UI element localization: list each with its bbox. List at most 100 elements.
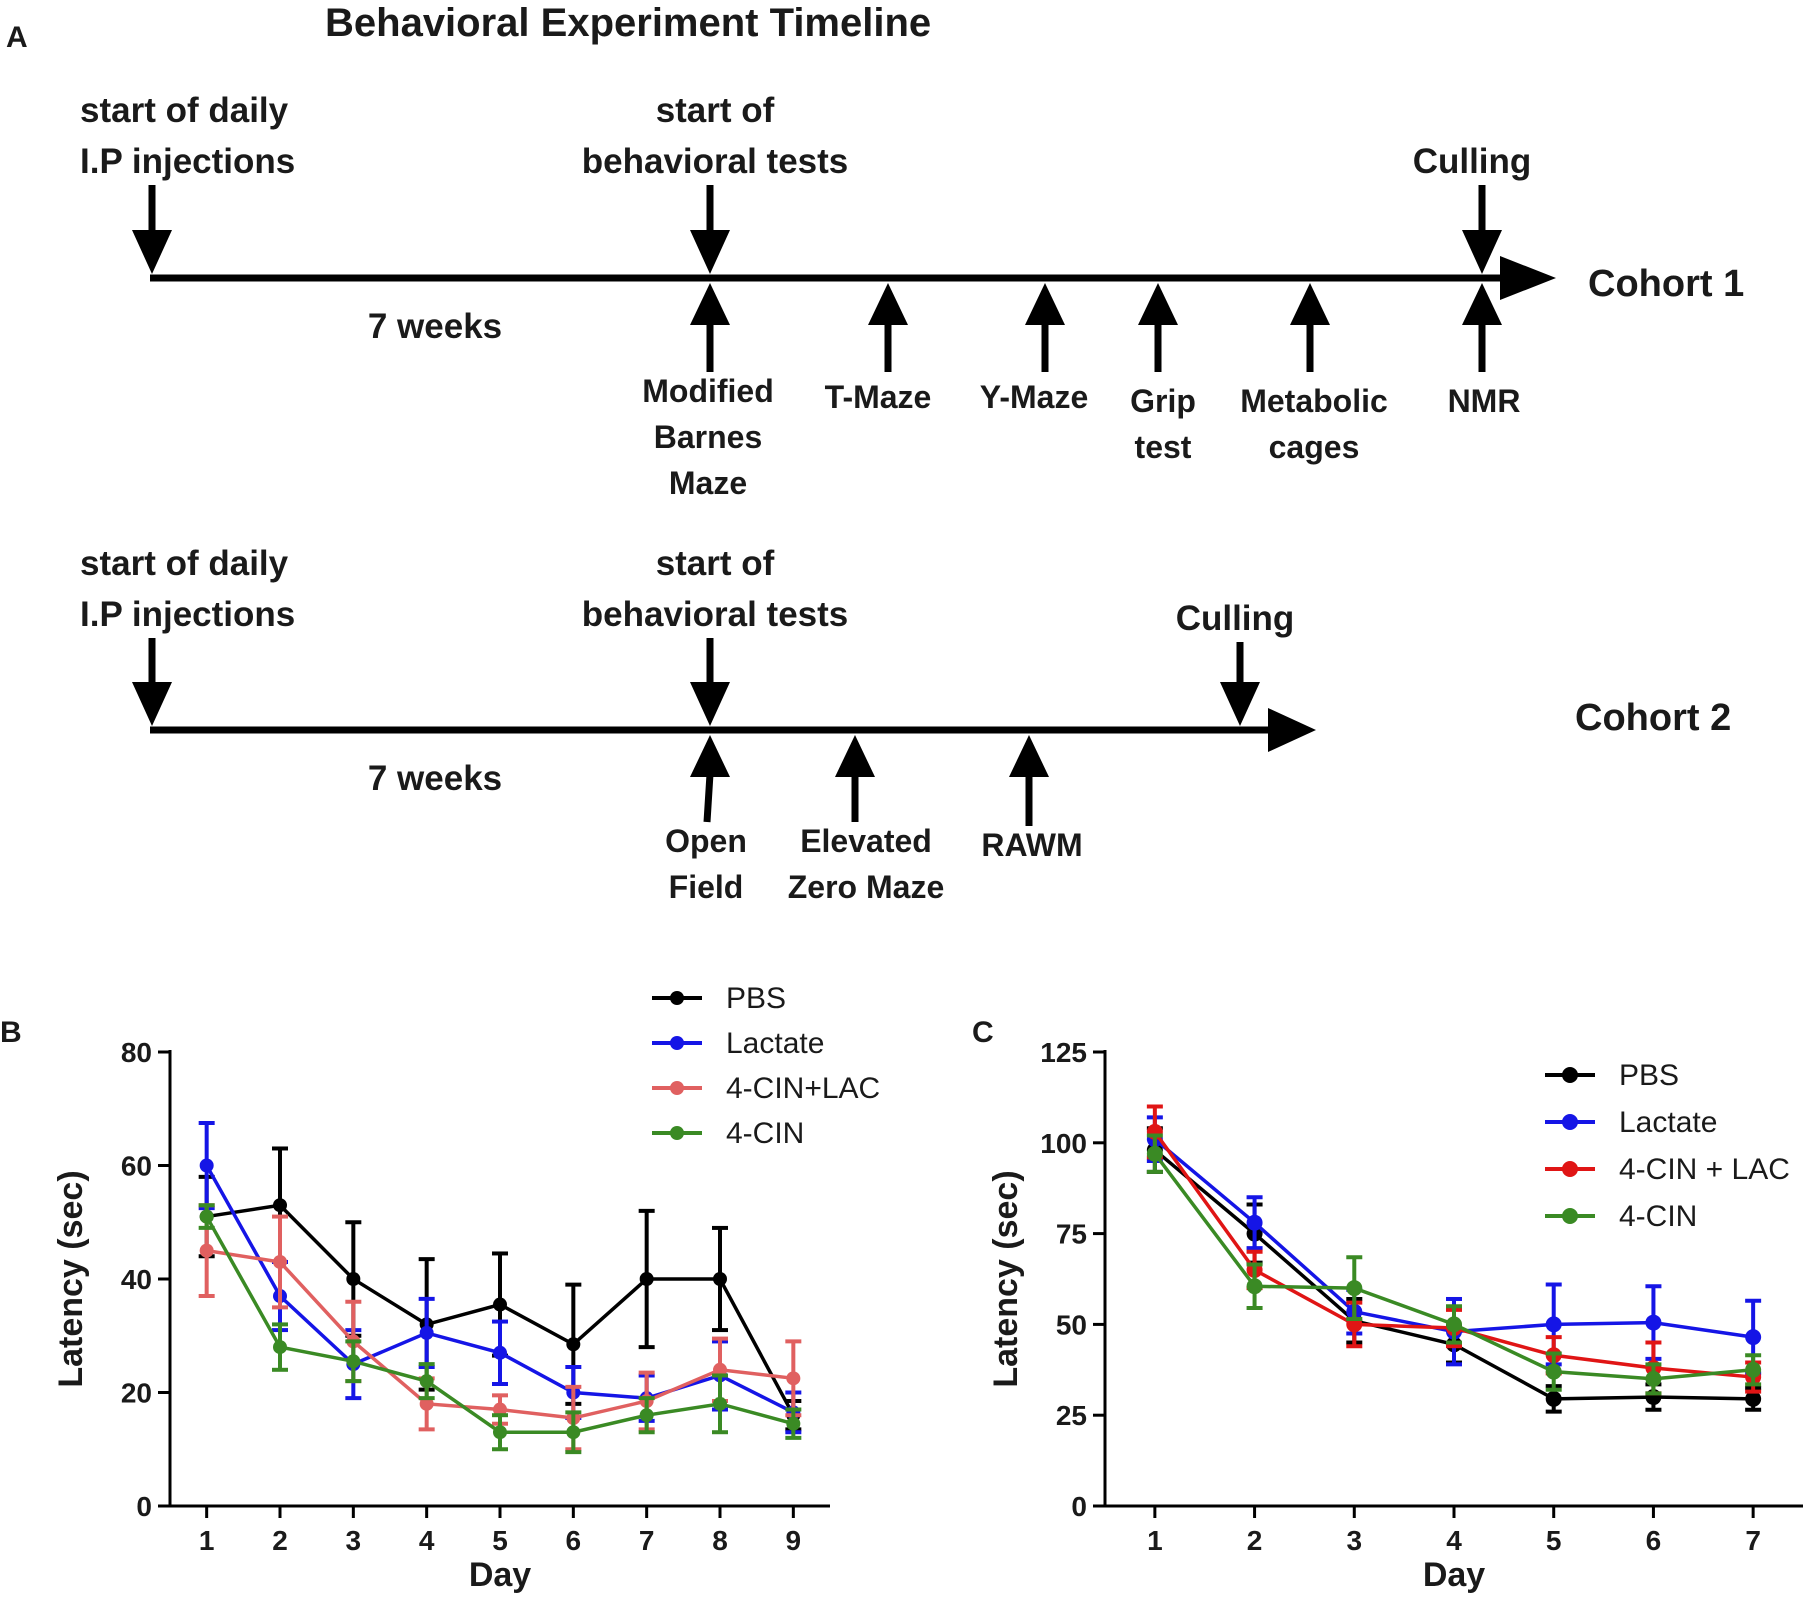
panel-b-data-point bbox=[419, 1396, 434, 1411]
panel-b-xtick-label: 8 bbox=[712, 1525, 728, 1556]
cohort1-test-ymaze: Y-Maze bbox=[980, 379, 1088, 415]
panel-c-data-point bbox=[1446, 1316, 1462, 1333]
panel-b-xtick-label: 2 bbox=[272, 1525, 288, 1556]
cohort1-test-arrow-barnes bbox=[690, 283, 730, 372]
panel-b-legend-label: 4-CIN+LAC bbox=[726, 1072, 880, 1105]
panel-c-data-point bbox=[1246, 1214, 1263, 1231]
panel-c-legend-marker bbox=[1562, 1161, 1578, 1177]
panel-b-data-point bbox=[493, 1425, 507, 1440]
cohort1-culling-arrow bbox=[1462, 185, 1502, 274]
cohort1-axis-arrowhead bbox=[1500, 256, 1556, 300]
panel-b-data-point bbox=[639, 1272, 654, 1286]
panel-b-series-4-cin bbox=[198, 1203, 802, 1455]
panel-b-chart: B 0 20 40 60 80 1 2 3 4 5 6 7 8 9 PBS Lactate 4-CIN+LAC… bbox=[0, 982, 880, 1594]
cohort2-culling-label: Culling bbox=[1176, 599, 1295, 638]
panel-b-xtick-label: 4 bbox=[419, 1525, 435, 1556]
panel-c-data-point bbox=[1745, 1329, 1762, 1346]
panel-b-axes bbox=[168, 1050, 830, 1508]
panel-c-data-point bbox=[1146, 1145, 1163, 1162]
panel-b-legend-label: 4-CIN bbox=[726, 1117, 804, 1150]
panel-b-ytick-label: 40 bbox=[121, 1264, 152, 1295]
cohort1-start-arrow bbox=[132, 185, 172, 274]
cohort2-test-openfield-line2: Field bbox=[669, 869, 744, 905]
cohort1-test-arrow-ymaze bbox=[1025, 283, 1065, 372]
cohort2-timeline: Cohort 2 start of daily I.P injections s… bbox=[80, 544, 1731, 905]
panel-b-data-point bbox=[786, 1416, 801, 1431]
cohort1-test-arrow-nmr bbox=[1462, 283, 1502, 372]
panel-b-legend-marker bbox=[670, 1081, 684, 1095]
cohort1-start-label-line2: I.P injections bbox=[80, 142, 295, 181]
cohort2-start-arrow bbox=[132, 638, 172, 726]
panel-b-data-point bbox=[713, 1362, 727, 1377]
panel-c-ytick-label: 0 bbox=[1071, 1491, 1087, 1522]
cohort2-tests-label-line1: start of bbox=[656, 544, 775, 583]
panel-c-legend-marker bbox=[1562, 1208, 1578, 1224]
panel-c-xtick-label: 5 bbox=[1546, 1525, 1562, 1556]
panel-b-ytick-label: 20 bbox=[121, 1378, 152, 1409]
panel-c-xtick-label: 4 bbox=[1446, 1525, 1462, 1556]
panel-a: A Behavioral Experiment Timeline Cohort … bbox=[6, 1, 1744, 905]
panel-b-xtick-label: 9 bbox=[786, 1525, 802, 1556]
panel-c-xtick-label: 1 bbox=[1147, 1525, 1163, 1556]
panel-b-legend: PBS Lactate 4-CIN+LAC 4-CIN bbox=[652, 982, 880, 1150]
cohort1-label: Cohort 1 bbox=[1588, 263, 1744, 305]
panel-b-data-point bbox=[419, 1374, 434, 1389]
panel-c-legend-label: Lactate bbox=[1619, 1106, 1717, 1139]
panel-b-data-point bbox=[199, 1209, 214, 1224]
cohort1-test-metabolic-line2: cages bbox=[1269, 429, 1360, 465]
panel-b-data-point bbox=[419, 1325, 434, 1340]
panel-b-series-pbs bbox=[198, 1146, 802, 1432]
cohort1-test-barnes-line3: Maze bbox=[669, 465, 747, 501]
panel-c-legend: PBS Lactate 4-CIN + LAC 4-CIN bbox=[1545, 1059, 1790, 1233]
panel-b-data-point bbox=[566, 1337, 581, 1352]
panel-b-xtick-label: 1 bbox=[199, 1525, 215, 1556]
cohort2-test-arrow-zeromaze bbox=[835, 735, 875, 822]
cohort2-test-zeromaze-line2: Zero Maze bbox=[788, 869, 944, 905]
cohort1-duration: 7 weeks bbox=[368, 307, 502, 346]
panel-b-legend-marker bbox=[670, 991, 684, 1005]
cohort1-tests-arrow bbox=[690, 185, 730, 274]
panel-c-letter: C bbox=[972, 1016, 994, 1049]
panel-c-ytick-label: 100 bbox=[1040, 1128, 1087, 1159]
cohort2-axis-arrowhead bbox=[1268, 708, 1316, 752]
cohort2-test-zeromaze-line1: Elevated bbox=[800, 823, 932, 859]
panel-b-legend-label: PBS bbox=[726, 982, 786, 1015]
cohort2-label: Cohort 2 bbox=[1575, 697, 1731, 739]
panel-b-data-point bbox=[273, 1340, 287, 1355]
cohort2-test-arrow-openfield bbox=[690, 735, 730, 823]
panel-b-series bbox=[198, 1120, 802, 1455]
panel-c-legend-label: 4-CIN bbox=[1619, 1200, 1697, 1233]
cohort1-test-metabolic-line1: Metabolic bbox=[1240, 383, 1388, 419]
panel-a-letter: A bbox=[6, 21, 28, 54]
panel-b-data-point bbox=[713, 1396, 727, 1411]
cohort2-start-label-line2: I.P injections bbox=[80, 595, 295, 634]
panel-c-xtick-label: 2 bbox=[1247, 1525, 1263, 1556]
panel-c-xtick-label: 7 bbox=[1745, 1525, 1761, 1556]
panel-c-legend-label: 4-CIN + LAC bbox=[1619, 1153, 1790, 1186]
panel-c-data-point bbox=[1346, 1280, 1363, 1297]
panel-c-data-point bbox=[1545, 1316, 1562, 1333]
cohort2-test-openfield-line1: Open bbox=[665, 823, 747, 859]
panel-b-xtick-label: 6 bbox=[566, 1525, 582, 1556]
cohort2-duration: 7 weeks bbox=[368, 759, 502, 798]
panel-c-ylabel: Latency (sec) bbox=[987, 1170, 1025, 1387]
panel-b-data-point bbox=[713, 1272, 727, 1286]
panel-b-ytick-label: 0 bbox=[136, 1491, 152, 1522]
panel-b-xlabel: Day bbox=[469, 1556, 531, 1594]
panel-b-legend-marker bbox=[670, 1036, 684, 1050]
panel-b-data-point bbox=[346, 1354, 361, 1369]
panel-c-series-4-cin bbox=[1146, 1133, 1762, 1396]
panel-b-legend-label: Lactate bbox=[726, 1027, 824, 1060]
panel-c-legend-label: PBS bbox=[1619, 1059, 1679, 1092]
panel-b-data-point bbox=[346, 1272, 361, 1286]
cohort1-start-label-line1: start of daily bbox=[80, 91, 289, 130]
panel-b-data-point bbox=[639, 1408, 654, 1423]
panel-b-data-point bbox=[493, 1402, 507, 1417]
panel-c-data-point bbox=[1545, 1390, 1562, 1407]
cohort1-culling-label: Culling bbox=[1413, 142, 1532, 181]
cohort2-test-arrow-rawm bbox=[1009, 735, 1049, 826]
panel-c-ytick-label: 125 bbox=[1040, 1037, 1087, 1068]
panel-c-legend-marker bbox=[1562, 1114, 1578, 1130]
panel-c-series bbox=[1146, 1104, 1762, 1414]
